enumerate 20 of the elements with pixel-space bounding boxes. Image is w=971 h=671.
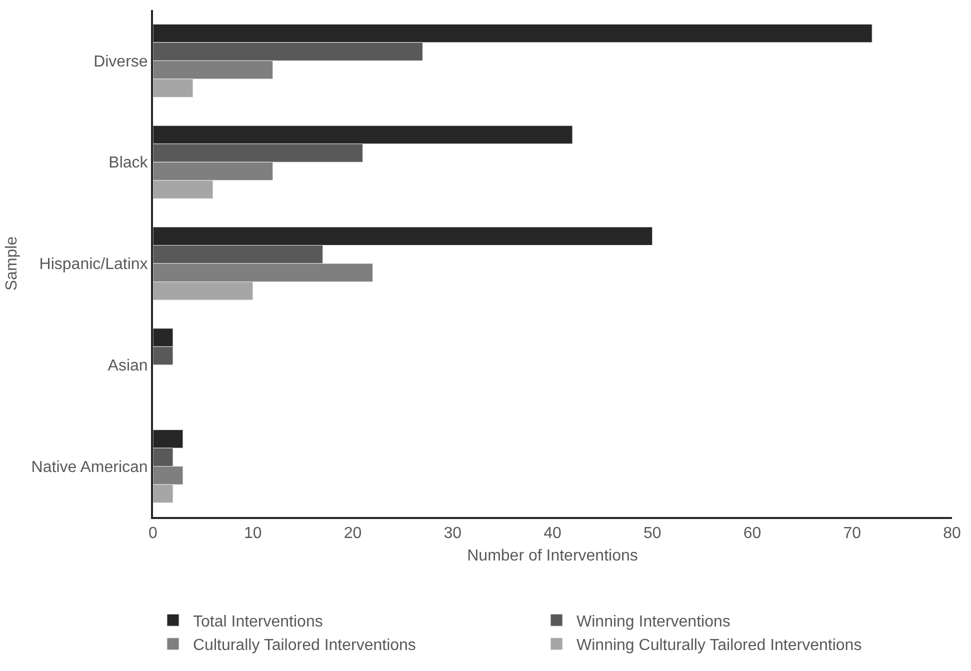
y-axis-title: Sample [4, 236, 21, 291]
x-tick-label: 20 [344, 525, 362, 542]
y-tick-label: Black [108, 154, 149, 172]
legend-label: Total Interventions [193, 613, 323, 630]
x-axis-title: Number of Interventions [467, 547, 638, 564]
x-tick-label: 10 [244, 525, 262, 542]
legend-label: Culturally Tailored Interventions [193, 637, 416, 654]
y-tick-label: Diverse [94, 53, 148, 70]
y-tick-label: Hispanic/Latinx [39, 256, 148, 274]
x-tick-label: 60 [743, 525, 762, 542]
x-tick-label: 40 [544, 525, 562, 542]
y-tick-label: Native American [31, 458, 148, 476]
y-tick-label: Asian [108, 358, 148, 374]
x-tick-label: 0 [148, 525, 158, 542]
x-tick-label: 80 [943, 525, 961, 542]
x-tick-label: 50 [643, 525, 662, 542]
x-tick-label: 70 [843, 525, 862, 542]
legend-label: Winning Culturally Tailored Interventions [576, 637, 862, 654]
x-tick-label: 30 [444, 525, 462, 542]
legend-label: Winning Interventions [576, 613, 730, 630]
